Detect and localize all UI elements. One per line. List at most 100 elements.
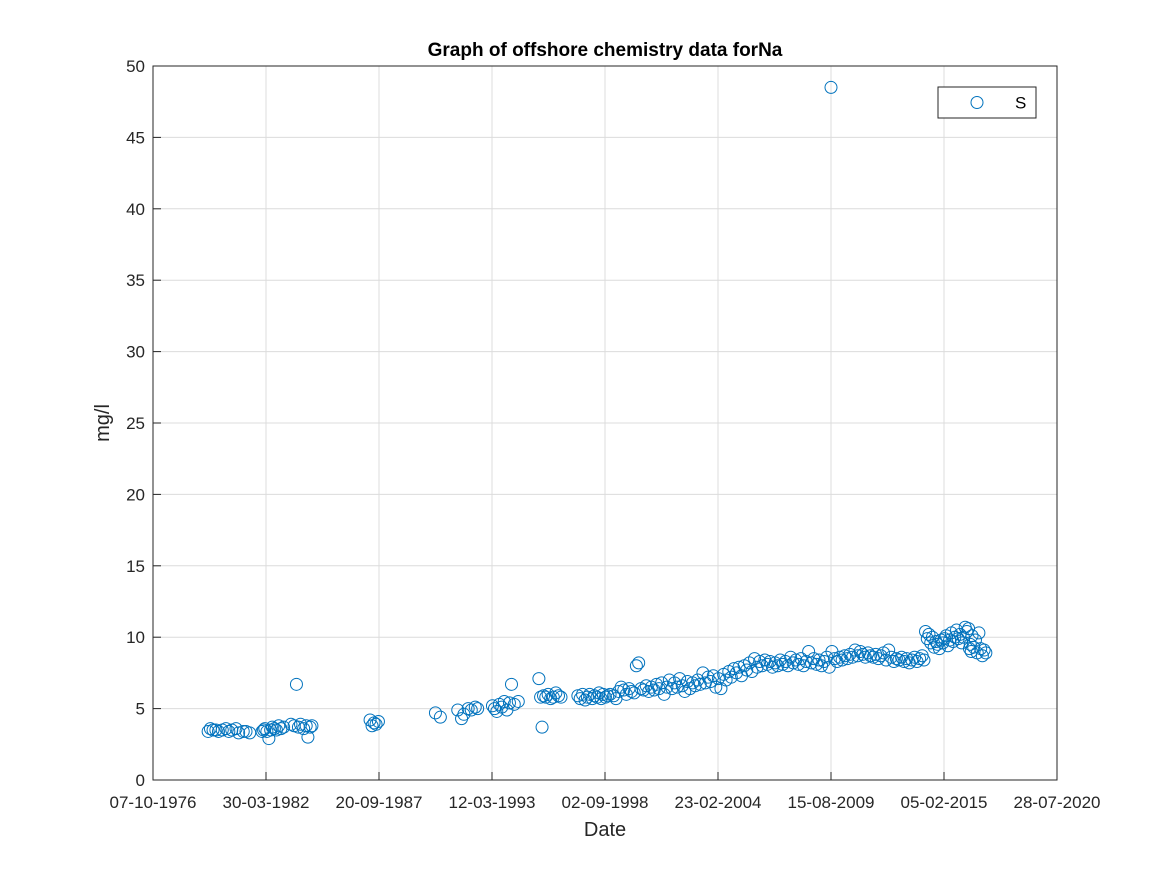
- data-point: [670, 680, 684, 694]
- data-point: [861, 646, 875, 660]
- data-point: [856, 647, 870, 661]
- data-point: [892, 653, 906, 667]
- y-tick-label: 30: [126, 343, 145, 362]
- data-point: [972, 626, 986, 640]
- data-point: [265, 720, 279, 734]
- chart-title: Graph of offshore chemistry data forNa: [428, 40, 783, 61]
- data-point: [869, 647, 883, 661]
- data-point: [838, 649, 852, 663]
- data-point: [927, 640, 941, 654]
- data-point: [642, 684, 656, 698]
- data-point: [507, 697, 521, 711]
- data-point: [824, 80, 838, 94]
- data-point: [607, 689, 621, 703]
- data-point: [222, 724, 236, 738]
- y-tick-label: 45: [126, 128, 145, 147]
- data-point: [742, 656, 756, 670]
- data-point: [301, 730, 315, 744]
- legend-label: S: [1015, 94, 1026, 113]
- data-point: [490, 704, 504, 718]
- data-point: [740, 663, 754, 677]
- data-point: [882, 643, 896, 657]
- y-tick-label: 35: [126, 271, 145, 290]
- data-point: [487, 702, 501, 716]
- data-point: [534, 690, 548, 704]
- data-point: [900, 652, 914, 666]
- data-point: [665, 682, 679, 696]
- data-point: [305, 719, 319, 733]
- data-point: [827, 652, 841, 666]
- data-point: [833, 650, 847, 664]
- data-point: [497, 694, 511, 708]
- data-points: [201, 80, 993, 746]
- data-point: [724, 670, 738, 684]
- data-point: [267, 722, 281, 736]
- data-point: [428, 706, 442, 720]
- data-point: [601, 689, 615, 703]
- data-point: [535, 720, 549, 734]
- data-point: [673, 672, 687, 686]
- data-point: [369, 717, 383, 731]
- data-point: [532, 672, 546, 686]
- data-point: [776, 657, 790, 671]
- data-point: [887, 654, 901, 668]
- data-point: [763, 654, 777, 668]
- data-point: [843, 647, 857, 661]
- data-point: [771, 659, 785, 673]
- data-point: [502, 696, 516, 710]
- y-axis-ticks: 0 5 10 15 20 25 30 35 40 45 50: [126, 57, 161, 790]
- data-point: [468, 700, 482, 714]
- legend-box: [937, 86, 1037, 119]
- x-tick-label: 20-09-1987: [336, 793, 423, 812]
- y-tick-label: 0: [136, 771, 145, 790]
- data-point: [941, 639, 955, 653]
- data-point: [977, 643, 991, 657]
- x-axis-ticks: 07-10-1976 30-03-1982 20-09-1987 12-03-1993…: [110, 772, 1101, 812]
- y-tick-label: 10: [126, 628, 145, 647]
- data-point: [243, 726, 257, 740]
- data-point: [975, 649, 989, 663]
- x-tick-label: 12-03-1993: [449, 793, 536, 812]
- data-point: [471, 702, 485, 716]
- data-point: [796, 659, 810, 673]
- x-tick-label: 30-03-1982: [223, 793, 310, 812]
- data-point: [799, 654, 813, 668]
- y-tick-label: 15: [126, 557, 145, 576]
- data-point: [979, 646, 993, 660]
- data-point: [552, 689, 566, 703]
- y-axis-label: mg/l: [92, 404, 114, 442]
- data-point: [858, 650, 872, 664]
- y-tick-label: 40: [126, 200, 145, 219]
- data-point: [433, 710, 447, 724]
- data-point: [917, 653, 931, 667]
- data-point: [371, 714, 385, 728]
- data-point: [922, 627, 936, 641]
- x-axis-label: Date: [584, 819, 626, 841]
- data-point: [766, 660, 780, 674]
- data-point: [289, 677, 303, 691]
- data-point: [807, 652, 821, 666]
- data-point: [549, 686, 563, 700]
- data-point: [303, 720, 317, 734]
- data-point: [929, 634, 943, 648]
- data-point: [511, 694, 525, 708]
- x-tick-label: 28-07-2020: [1014, 793, 1101, 812]
- data-point: [709, 680, 723, 694]
- data-point: [201, 724, 215, 738]
- x-tick-label: 15-08-2009: [788, 793, 875, 812]
- data-point: [209, 723, 223, 737]
- data-point: [696, 666, 710, 680]
- data-point: [639, 679, 653, 693]
- data-point: [889, 652, 903, 666]
- data-point: [583, 687, 597, 701]
- y-tick-label: 25: [126, 414, 145, 433]
- x-tick-label: 07-10-1976: [110, 793, 197, 812]
- x-tick-label: 02-09-1998: [562, 793, 649, 812]
- data-point: [755, 659, 769, 673]
- data-point: [637, 683, 651, 697]
- x-tick-label: 05-02-2015: [901, 793, 988, 812]
- data-point: [504, 677, 518, 691]
- data-point: [629, 659, 643, 673]
- data-point: [688, 679, 702, 693]
- data-point: [675, 679, 689, 693]
